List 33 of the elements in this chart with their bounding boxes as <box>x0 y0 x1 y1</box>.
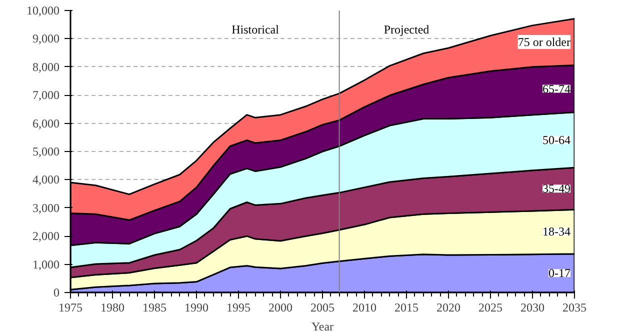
x-tick-label: 1985 <box>142 300 166 314</box>
x-tick-label: 2010 <box>352 300 376 314</box>
series-label: 75 or older <box>518 34 571 49</box>
x-tick-label: 2035 <box>562 300 586 314</box>
y-tick-label: 10,000 <box>26 4 60 18</box>
y-tick-label: 9,000 <box>32 32 60 46</box>
y-tick-label: 4,000 <box>32 172 60 187</box>
x-tick-label: 1975 <box>58 300 82 314</box>
x-tick-label: 2000 <box>268 300 292 314</box>
x-tick-label: 2030 <box>520 300 544 314</box>
y-tick-label: 8,000 <box>32 60 60 74</box>
y-tick-label: 5,000 <box>32 144 60 158</box>
y-tick-label: 0 <box>54 286 60 300</box>
x-tick-label: 2020 <box>436 300 460 314</box>
x-tick-label: 1980 <box>100 300 124 314</box>
x-tick-label: 1995 <box>226 300 250 314</box>
series-label: 18-34 <box>542 224 571 239</box>
x-tick-label: 1990 <box>184 300 208 314</box>
y-tick-label: 2,000 <box>32 229 60 244</box>
series-label: 0-17 <box>548 266 571 280</box>
x-tick-label: 2025 <box>478 300 502 314</box>
annotation: Historical <box>232 22 280 36</box>
x-tick-label: 2015 <box>394 300 418 314</box>
series-label: 65-74 <box>542 82 571 96</box>
annotation: Projected <box>384 22 430 36</box>
x-axis-title: Year <box>311 320 334 334</box>
series-label: 50-64 <box>542 132 571 147</box>
y-tick-label: 1,000 <box>32 257 60 272</box>
y-tick-label: 6,000 <box>32 116 60 130</box>
y-tick-label: 3,000 <box>32 200 60 215</box>
series-label: 35-49 <box>542 182 571 196</box>
y-tick-label: 7,000 <box>32 88 60 102</box>
x-tick-label: 2005 <box>310 300 334 314</box>
